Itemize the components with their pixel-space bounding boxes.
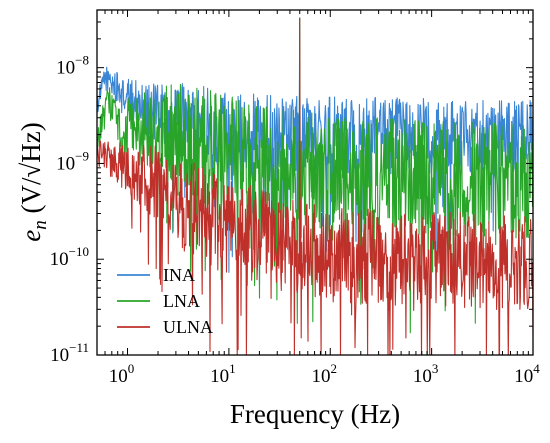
y-axis-ticks — [97, 9, 533, 356]
y-tick-label: 10−10 — [50, 244, 89, 270]
y-tick-label: 10−11 — [50, 340, 89, 366]
x-tick-label: 100 — [109, 361, 135, 387]
x-axis-tick-labels: 100 101 102 103 104 — [109, 361, 540, 387]
legend-label-ina: INA — [163, 265, 195, 285]
legend: INA LNA ULNA — [117, 265, 213, 337]
x-tick-label: 104 — [514, 361, 540, 387]
x-tick-label: 102 — [312, 361, 338, 387]
y-axis-tick-labels: 10−11 10−10 10−9 10−8 — [50, 53, 89, 366]
y-axis-title-symbol: e — [16, 230, 46, 242]
y-axis-title: en (V/√Hz) — [16, 122, 51, 242]
x-axis-title: Frequency (Hz) — [230, 399, 400, 429]
y-tick-label: 10−9 — [56, 148, 89, 174]
legend-label-ulna: ULNA — [163, 317, 213, 337]
y-axis-title-subscript: n — [30, 220, 51, 230]
x-tick-label: 103 — [413, 361, 439, 387]
series-layer — [97, 17, 533, 355]
legend-item-ulna: ULNA — [117, 317, 213, 337]
series-line-ulna — [97, 17, 533, 355]
legend-item-lna: LNA — [117, 291, 200, 311]
y-tick-label: 10−8 — [56, 53, 89, 79]
legend-item-ina: INA — [117, 265, 195, 285]
x-tick-label: 101 — [210, 361, 236, 387]
x-axis-ticks — [96, 10, 534, 355]
legend-label-lna: LNA — [163, 291, 200, 311]
y-axis-title-unit: (V/√Hz) — [16, 122, 46, 220]
